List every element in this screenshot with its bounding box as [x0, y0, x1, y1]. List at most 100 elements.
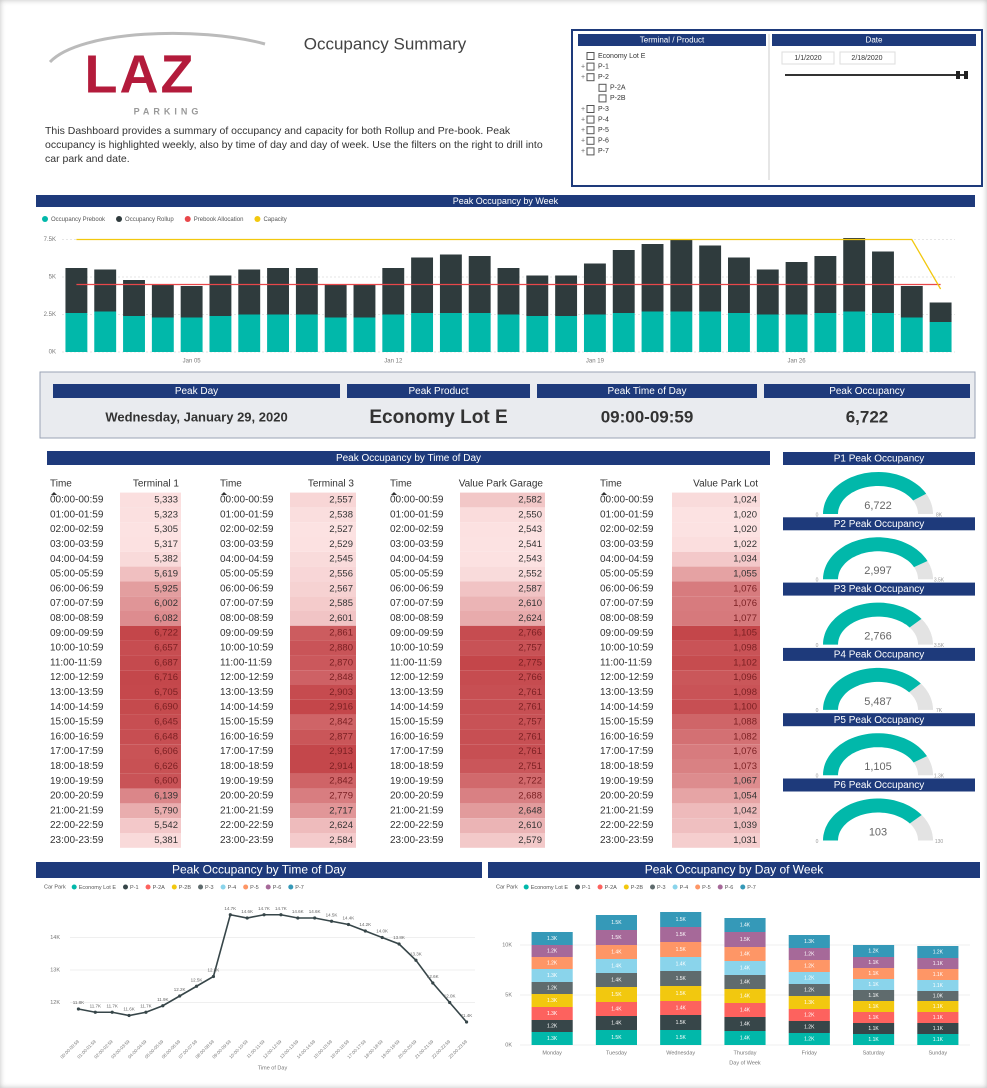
value-cell: 6,657 — [154, 643, 178, 654]
value-cell: 6,690 — [154, 702, 178, 713]
gauge-track — [913, 756, 933, 776]
filter-item[interactable]: P-6 — [598, 138, 609, 145]
bar-segment — [724, 932, 766, 947]
bar — [555, 275, 578, 316]
point — [144, 1010, 148, 1014]
value-cell: 1,076 — [733, 746, 757, 757]
data-label: 1.2K — [804, 1036, 815, 1042]
bar — [151, 317, 174, 352]
x-tick-label: Jan 05 — [183, 359, 202, 365]
checkbox[interactable] — [586, 52, 595, 60]
checkbox[interactable] — [586, 147, 595, 156]
bar-segment — [724, 918, 766, 932]
heat-cell — [460, 685, 545, 700]
value-cell: 2,757 — [518, 717, 542, 728]
time-cell: 18:00-18:59 — [390, 761, 444, 772]
value-cell: 5,323 — [154, 509, 178, 520]
time-cell: 13:00-13:59 — [600, 687, 654, 698]
date-input[interactable] — [839, 51, 896, 65]
point — [464, 1020, 469, 1024]
time-cell: 12:00-12:59 — [600, 672, 654, 683]
data-label: 1.4K — [740, 1007, 751, 1013]
value-cell: 1,067 — [733, 776, 757, 787]
section-title: Peak Occupancy by Day of Week — [645, 863, 825, 877]
y-tick-label: 7.5K — [44, 237, 56, 243]
heat-cell — [120, 596, 181, 611]
gauge-track — [909, 683, 933, 710]
bar — [843, 238, 866, 312]
expander[interactable]: + — [581, 127, 585, 134]
filter-item[interactable]: P-4 — [598, 116, 609, 123]
time-cell: 04:00-04:59 — [50, 554, 104, 565]
heat-cell — [120, 551, 181, 567]
bar-segment — [595, 973, 637, 987]
expander[interactable]: + — [581, 74, 585, 81]
bar — [785, 314, 808, 352]
heat-cell — [120, 759, 181, 774]
section-header — [36, 195, 975, 207]
filter-item[interactable]: P-7 — [598, 148, 609, 155]
heat-cell — [290, 699, 356, 715]
bar — [497, 314, 520, 352]
filter-item[interactable]: P-3 — [598, 106, 609, 113]
y-tick-label: 12K — [50, 1000, 60, 1006]
value-cell: 5,790 — [154, 805, 178, 816]
data-label: 14.0K — [376, 929, 388, 934]
filter-item[interactable]: P-2 — [598, 74, 609, 81]
time-cell: 22:00-22:59 — [390, 820, 444, 831]
kpi-value: Economy Lot E — [369, 407, 507, 428]
section-title: P6 Peak Occupancy — [834, 780, 925, 791]
time-cell: 02:00-02:59 — [390, 524, 444, 535]
expander[interactable]: + — [581, 106, 585, 113]
point — [93, 1010, 97, 1014]
time-cell: 21:00-21:59 — [50, 805, 104, 816]
data-label: 1.1K — [933, 1037, 944, 1043]
heat-cell — [672, 611, 760, 626]
legend-marker — [265, 884, 271, 890]
expander[interactable]: + — [581, 116, 585, 123]
point — [313, 916, 317, 920]
x-tick-label: Monday — [542, 1050, 562, 1056]
data-label: 1.1K — [868, 1004, 879, 1010]
value-cell: 5,381 — [154, 835, 178, 846]
legend-marker — [650, 884, 656, 890]
time-cell: 17:00-17:59 — [220, 746, 274, 757]
data-label: 1.0K — [933, 993, 944, 999]
filter-item[interactable]: P-5 — [598, 127, 609, 134]
checkbox[interactable] — [598, 94, 607, 103]
value-cell: 2,842 — [329, 776, 353, 787]
checkbox[interactable] — [598, 83, 607, 92]
gauge-limit: 8K — [936, 512, 943, 518]
checkbox[interactable] — [586, 105, 595, 113]
checkbox[interactable] — [586, 73, 595, 82]
expander[interactable]: + — [581, 138, 585, 145]
filter-item[interactable]: P-2B — [610, 95, 626, 102]
section-title: Peak Time of Day — [608, 386, 687, 397]
heat-cell — [290, 625, 356, 641]
data-label: 1.4K — [611, 963, 622, 969]
heat-cell — [460, 803, 545, 819]
filter-item[interactable]: P-1 — [598, 63, 609, 70]
expander[interactable]: + — [581, 148, 585, 155]
point — [431, 981, 435, 985]
checkbox[interactable] — [586, 62, 595, 71]
bar-segment — [788, 948, 830, 960]
date-input[interactable] — [781, 51, 835, 65]
time-cell: 17:00-17:59 — [600, 746, 654, 757]
bar-segment — [917, 969, 959, 980]
heat-cell — [672, 537, 760, 552]
value-cell: 2,567 — [329, 583, 353, 594]
legend-marker — [575, 884, 580, 890]
checkbox[interactable] — [586, 136, 595, 145]
bar — [324, 284, 347, 318]
checkbox[interactable] — [586, 115, 595, 124]
slider-handle[interactable] — [964, 71, 968, 79]
heat-cell — [120, 537, 181, 552]
expander[interactable]: + — [581, 63, 585, 70]
filter-item[interactable]: P-2A — [610, 85, 626, 92]
filter-item[interactable]: Economy Lot E — [598, 53, 646, 60]
checkbox[interactable] — [586, 126, 595, 135]
slider-handle[interactable] — [956, 71, 960, 79]
bar-segment — [660, 957, 702, 971]
data-label: 12.0K — [444, 994, 456, 999]
